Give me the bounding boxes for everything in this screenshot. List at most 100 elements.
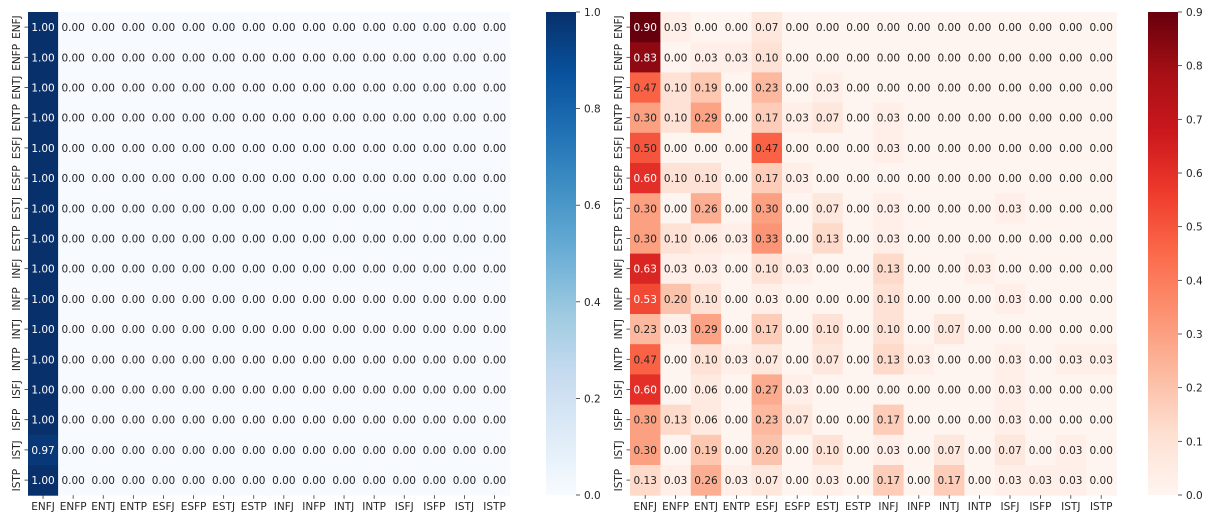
right-cell-label: 0.00 <box>938 22 961 34</box>
left-cell-INTP-ESTP <box>238 344 270 375</box>
right-cell-label: 0.06 <box>694 415 718 427</box>
left-cell-label: 0.00 <box>92 52 115 64</box>
right-y-tick-label-ESFJ: ESFJ <box>613 137 625 159</box>
left-cell-label: 0.00 <box>362 324 385 336</box>
right-cell-label: 0.07 <box>816 354 839 366</box>
left-y-tick-label-ESFJ: ESFJ <box>11 137 23 159</box>
left-cell-ENTJ-INTJ <box>329 72 360 104</box>
left-x-tick-label-INTJ: INTJ <box>334 501 354 513</box>
right-cell-ESTP-INFJ <box>873 223 905 255</box>
left-cell-INFP-INTP <box>359 283 390 315</box>
right-cell-ISTP-ISFJ <box>994 465 1026 496</box>
left-cell-ENTP-ISTP <box>479 102 511 134</box>
left-cell-label: 0.00 <box>453 173 476 185</box>
left-cell-label: 0.00 <box>362 83 385 95</box>
right-cell-INFJ-INTP <box>964 253 996 285</box>
left-cell-label: 0.00 <box>423 264 446 276</box>
right-cell-label: 0.03 <box>725 354 748 366</box>
left-cell-label: 0.00 <box>92 415 115 427</box>
left-cell-ESTJ-ISFJ <box>389 193 420 224</box>
right-cell-ESTJ-INTP <box>964 193 996 224</box>
left-cell-label: 1.00 <box>31 83 54 95</box>
right-cell-label: 0.17 <box>755 113 778 125</box>
left-cell-ESFP-INTP <box>359 163 390 194</box>
left-cell-label: 0.00 <box>393 354 416 366</box>
right-cell-label: 0.47 <box>634 83 657 95</box>
left-cell-label: 0.00 <box>61 324 84 336</box>
right-cell-label: 0.53 <box>634 294 657 306</box>
left-cell-ISTJ-ISTJ <box>449 434 480 466</box>
left-cell-ESTJ-ENFP <box>58 193 89 224</box>
left-cell-label: 0.00 <box>272 415 295 427</box>
right-cell-label: 0.00 <box>968 234 991 246</box>
left-cell-label: 0.00 <box>152 113 175 125</box>
left-cell-ISFP-ENFP <box>58 404 89 436</box>
left-cell-ISTP-INTP <box>359 465 390 496</box>
right-y-tick-label-ISFP: ISFP <box>613 409 625 431</box>
right-y-tick-label-ENTP: ENTP <box>613 104 625 131</box>
left-cell-INTP-ENFJ <box>28 344 59 375</box>
right-cell-label: 0.00 <box>938 264 961 276</box>
right-cell-INFP-ISFJ <box>994 283 1026 315</box>
left-cell-INFP-ESTP <box>238 283 270 315</box>
left-cell-INFP-ENTJ <box>88 283 119 315</box>
right-cell-label: 0.00 <box>1090 22 1113 34</box>
left-cell-label: 0.00 <box>302 324 325 336</box>
right-cell-ENTP-ESFP <box>782 102 813 134</box>
left-cell-ISFJ-ISFJ <box>389 374 420 406</box>
right-cell-INTP-INTP <box>964 344 996 375</box>
right-cell-INFJ-ESFJ <box>751 253 783 285</box>
left-cell-label: 0.00 <box>453 22 476 34</box>
right-cell-label: 0.10 <box>694 173 717 185</box>
right-cell-label: 0.29 <box>694 113 717 125</box>
right-cell-label: 0.00 <box>877 173 900 185</box>
left-cell-ESFP-ISTP <box>479 163 511 194</box>
right-colorbar-tick-label: 0.3 <box>1186 329 1203 341</box>
right-cell-label: 0.03 <box>998 203 1021 215</box>
left-cell-label: 0.00 <box>302 354 325 366</box>
left-cell-ISTP-INTJ <box>329 465 360 496</box>
heatmap-right: 0.90 0.03 0.00 0.00 0.07 0.00 0.00 0.00 0.00 0.00… <box>613 12 1117 513</box>
right-cell-ISFP-ISFJ <box>994 404 1026 436</box>
left-cell-ISFJ-ENFJ <box>28 374 59 406</box>
right-cell-label: 0.06 <box>694 234 718 246</box>
right-cell-label: 0.30 <box>755 203 778 215</box>
left-cell-label: 0.00 <box>332 324 355 336</box>
left-cell-label: 0.00 <box>242 475 265 487</box>
left-y-tick-label-ISFJ: ISFJ <box>11 380 23 399</box>
left-cell-label: 0.00 <box>393 52 416 64</box>
left-cell-ISFJ-ESTP <box>238 374 270 406</box>
right-cell-label: 0.00 <box>1029 234 1052 246</box>
left-cell-INTJ-ENFJ <box>28 314 59 345</box>
right-cell-ISTJ-ENTP <box>721 434 753 466</box>
left-cell-label: 0.00 <box>453 354 476 366</box>
left-cell-label: 0.00 <box>212 415 235 427</box>
left-cell-INTP-ENTJ <box>88 344 119 375</box>
left-cell-label: 0.00 <box>122 475 145 487</box>
right-cell-label: 0.00 <box>664 143 687 155</box>
left-cell-ESTJ-ESTJ <box>208 193 240 224</box>
right-cell-label: 0.00 <box>1090 203 1113 215</box>
right-cell-INTJ-ENFJ <box>630 314 661 345</box>
left-cell-INFJ-ESFP <box>178 253 210 285</box>
right-cell-ENTP-INTJ <box>934 102 965 134</box>
left-cell-label: 0.00 <box>152 324 175 336</box>
right-cell-label: 0.00 <box>725 203 748 215</box>
right-cell-label: 0.00 <box>877 385 900 397</box>
right-cell-label: 0.00 <box>725 143 748 155</box>
right-cell-ISTJ-ESFJ <box>751 434 783 466</box>
right-cell-label: 0.00 <box>938 52 961 64</box>
left-cell-label: 0.00 <box>362 143 385 155</box>
right-cell-label: 0.17 <box>938 475 961 487</box>
right-cell-ISFJ-ENTJ <box>690 374 722 406</box>
left-cell-label: 0.00 <box>362 203 385 215</box>
right-cell-label: 0.00 <box>968 203 991 215</box>
right-cell-ISFP-ISTJ <box>1055 404 1087 436</box>
left-cell-ESFP-ISTJ <box>449 163 480 194</box>
right-y-tick-label-ESFP: ESFP <box>613 165 625 191</box>
left-cell-ENFJ-INTJ <box>329 12 360 43</box>
right-cell-ISFJ-ISFP <box>1025 374 1057 406</box>
right-cell-ISTP-ENFP <box>660 465 692 496</box>
right-cell-label: 0.23 <box>755 415 778 427</box>
left-cell-label: 0.00 <box>182 385 205 397</box>
